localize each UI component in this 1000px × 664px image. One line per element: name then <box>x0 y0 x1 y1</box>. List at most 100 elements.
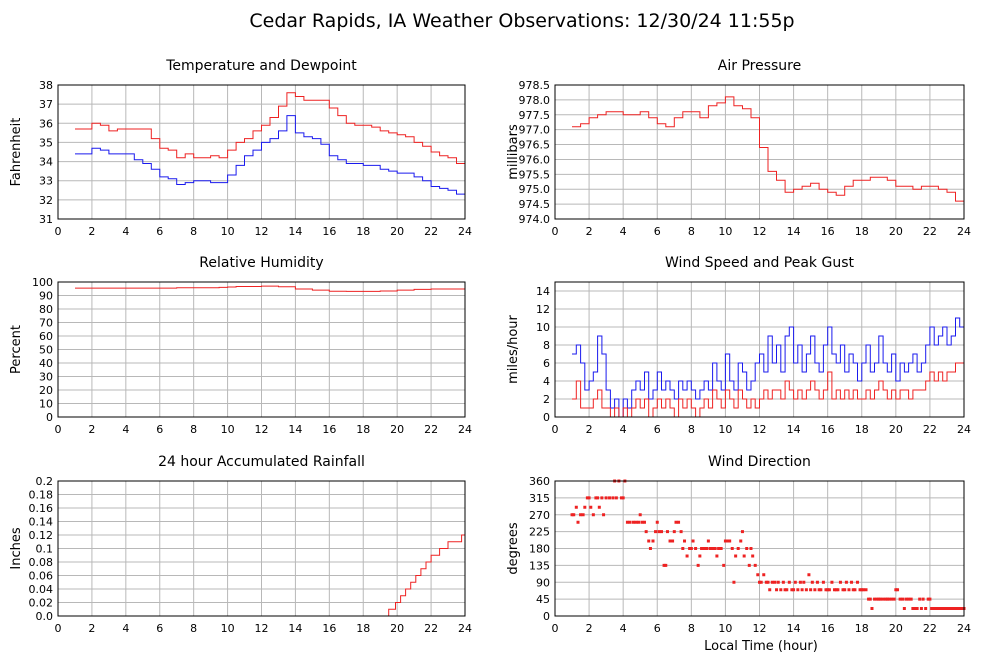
wind-direction-y-tick-label: 360 <box>529 475 550 488</box>
wind-direction-point <box>679 530 683 534</box>
wind-direction-point <box>660 530 664 534</box>
wind-direction-point <box>625 520 629 524</box>
wind-direction-point <box>809 588 813 592</box>
wind-direction-point <box>651 539 655 543</box>
temperature-and-dewpoint-y-tick-label: 31 <box>39 213 53 226</box>
wind-direction-point <box>787 580 791 584</box>
wind-speed-and-peak-gust-y-tick-label: 14 <box>536 285 550 298</box>
24-hour-accumulated-rainfall-y-tick-label: 0.06 <box>29 570 54 583</box>
24-hour-accumulated-rainfall-x-tick-label: 18 <box>356 622 370 635</box>
temperature-and-dewpoint-x-tick-label: 12 <box>255 225 269 238</box>
wind-speed-and-peak-gust-series-red-line <box>572 362 965 418</box>
24-hour-accumulated-rainfall-x-tick-label: 14 <box>288 622 302 635</box>
relative-humidity-x-ticks: 0 2 4 6 8 10 12 14 16 18 20 22 24 <box>55 423 473 436</box>
wind-direction-point <box>762 573 766 577</box>
wind-direction-x-tick-label: 12 <box>753 622 767 635</box>
wind-speed-and-peak-gust-y-ticks: 0 2 4 6 8 10 12 14 <box>536 285 550 424</box>
wind-direction-point <box>602 513 606 517</box>
wind-direction-point <box>827 588 831 592</box>
wind-direction-point <box>691 539 695 543</box>
wind-direction-point <box>730 547 734 550</box>
relative-humidity-y-tick-label: 20 <box>39 384 53 397</box>
relative-humidity-y-tick-label: 70 <box>39 317 53 330</box>
wind-direction-point <box>644 530 648 534</box>
wind-direction-point <box>700 547 704 550</box>
wind-direction-x-tick-label: 14 <box>787 622 801 635</box>
wind-direction-point <box>725 539 729 543</box>
wind-direction-point <box>766 580 770 584</box>
24-hour-accumulated-rainfall-x-tick-label: 8 <box>190 622 197 635</box>
24-hour-accumulated-rainfall-x-ticks: 0 2 4 6 8 10 12 14 16 18 20 22 24 <box>55 622 473 635</box>
air-pressure-x-ticks: 0 2 4 6 8 10 12 14 16 18 20 22 24 <box>552 225 972 238</box>
24-hour-accumulated-rainfall-y-tick-label: 0.18 <box>29 489 54 502</box>
wind-direction-y-tick-label: 180 <box>529 543 550 556</box>
wind-direction-point <box>604 496 608 500</box>
air-pressure-x-tick-label: 24 <box>957 225 971 238</box>
wind-direction-point <box>773 580 777 584</box>
wind-direction-point <box>776 580 780 584</box>
relative-humidity-x-tick-label: 8 <box>190 423 197 436</box>
temperature-and-dewpoint-y-ticks: 31 32 33 34 35 36 37 38 <box>39 79 53 226</box>
wind-direction-point <box>758 580 761 584</box>
temperature-and-dewpoint-x-tick-label: 0 <box>55 225 62 238</box>
wind-direction-point <box>792 588 796 592</box>
wind-direction-point <box>902 607 906 610</box>
wind-direction-point <box>894 588 898 592</box>
air-pressure-y-tick-label: 977.5 <box>519 109 551 122</box>
wind-direction-point <box>614 496 618 500</box>
wind-direction-point <box>665 530 669 534</box>
wind-direction-point <box>945 607 949 610</box>
wind-direction-point <box>713 547 717 550</box>
24-hour-accumulated-rainfall-y-tick-label: 0.04 <box>29 583 54 596</box>
wind-direction-point <box>637 520 641 524</box>
wind-direction-point <box>576 520 580 524</box>
wind-direction-point <box>785 588 789 592</box>
wind-direction-point <box>589 505 593 509</box>
wind-direction-point <box>642 520 646 524</box>
wind-direction-point <box>681 547 685 550</box>
wind-speed-and-peak-gust-x-tick-label: 22 <box>923 423 937 436</box>
air-pressure-x-tick-label: 8 <box>688 225 695 238</box>
wind-direction-y-ticks: 0 45 90 135 180 225 270 315 360 <box>529 475 550 623</box>
wind-direction-point <box>921 597 925 601</box>
wind-direction-point <box>850 580 854 584</box>
wind-direction-point <box>662 563 666 567</box>
wind-direction-point <box>892 597 896 601</box>
24-hour-accumulated-rainfall-y-tick-label: 0.2 <box>36 475 54 488</box>
temperature-and-dewpoint-y-tick-label: 32 <box>39 194 53 207</box>
wind-direction-point <box>611 496 615 500</box>
wind-direction-x-tick-label: 8 <box>688 622 695 635</box>
wind-direction-point <box>747 563 751 567</box>
24-hour-accumulated-rainfall-x-tick-label: 12 <box>255 622 269 635</box>
air-pressure-x-tick-label: 16 <box>821 225 835 238</box>
wind-direction-point <box>877 597 881 601</box>
wind-direction-point <box>708 547 712 550</box>
wind-direction-point <box>668 539 672 543</box>
wind-direction-y-tick-label: 225 <box>529 526 550 539</box>
relative-humidity-grid <box>58 281 466 418</box>
wind-speed-and-peak-gust-y-tick-label: 0 <box>543 411 550 424</box>
wind-direction-point <box>896 588 900 592</box>
wind-direction-point <box>911 607 915 610</box>
wind-direction-x-tick-label: 22 <box>923 622 937 635</box>
wind-speed-and-peak-gust-y-tick-label: 6 <box>543 357 550 370</box>
wind-speed-and-peak-gust-y-tick-label: 2 <box>543 393 550 406</box>
wind-direction-point <box>696 563 700 567</box>
relative-humidity-y-tick-label: 80 <box>39 303 53 316</box>
wind-direction-point <box>654 530 658 534</box>
air-pressure-y-tick-label: 975.5 <box>519 168 551 181</box>
wind-direction-point <box>764 580 768 584</box>
wind-direction-point <box>890 597 894 601</box>
wind-direction-point <box>819 588 823 592</box>
wind-direction-point <box>932 607 936 610</box>
relative-humidity-y-tick-label: 60 <box>39 330 53 343</box>
air-pressure-y-tick-label: 976.5 <box>519 139 551 152</box>
wind-direction-point <box>904 597 908 601</box>
24-hour-accumulated-rainfall-y-axis-label: Inches <box>9 527 24 569</box>
wind-direction-point <box>783 588 787 592</box>
wind-direction-point <box>861 588 865 592</box>
wind-direction-point <box>853 588 857 592</box>
24-hour-accumulated-rainfall-y-tick-label: 0.12 <box>29 529 54 542</box>
wind-direction-point <box>732 580 736 584</box>
